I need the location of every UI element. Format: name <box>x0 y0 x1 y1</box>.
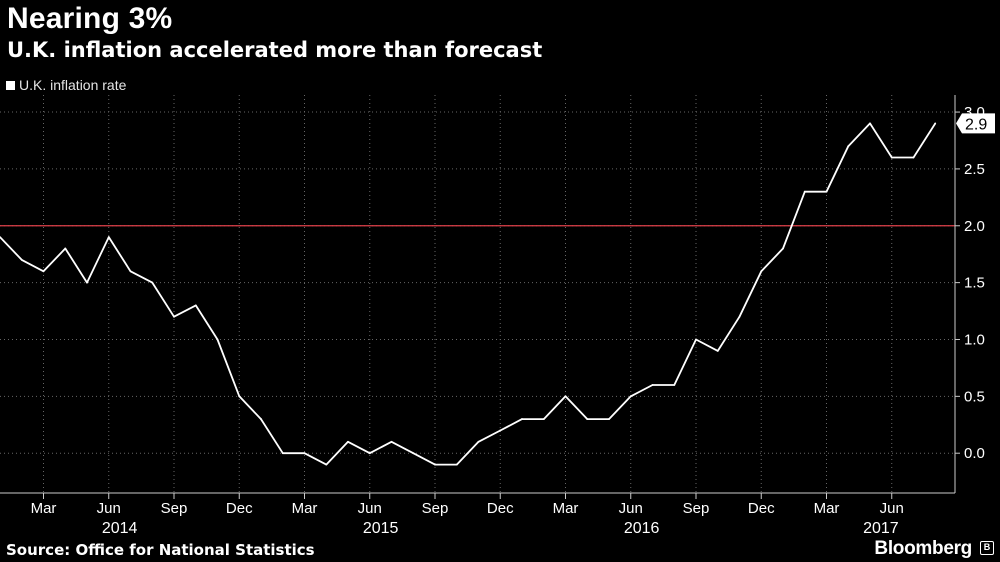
x-tick-label: Dec <box>226 500 253 517</box>
x-tick-label: Sep <box>683 500 710 517</box>
data-point <box>129 270 132 273</box>
data-point <box>760 270 763 273</box>
data-point <box>455 463 458 466</box>
data-point <box>151 281 154 284</box>
data-point <box>803 190 806 193</box>
data-point <box>434 463 436 466</box>
x-year-label: 2017 <box>863 520 899 537</box>
data-point <box>347 440 349 443</box>
y-tick-label: 2.0 <box>964 218 985 235</box>
x-tick-label: Jun <box>358 500 382 517</box>
last-value-label: 2.9 <box>965 116 987 133</box>
x-year-label: 2014 <box>102 520 138 537</box>
x-tick-label: Jun <box>619 500 643 517</box>
series-line-uk-inflation <box>0 122 937 466</box>
x-tick-label: Dec <box>748 500 775 517</box>
data-point <box>651 384 654 386</box>
data-point <box>173 315 175 318</box>
legend: U.K. inflation rate <box>6 77 126 93</box>
legend-label: U.K. inflation rate <box>19 77 127 93</box>
y-tick-label: 2.5 <box>964 161 985 178</box>
data-point <box>629 395 632 398</box>
data-point <box>412 452 415 455</box>
brand-name: Bloomberg <box>874 538 972 559</box>
y-tick-label: 0.0 <box>964 445 985 462</box>
data-point <box>869 122 871 125</box>
y-tick-label: 1.0 <box>964 331 985 348</box>
x-tick-label: Sep <box>422 500 449 517</box>
data-point <box>847 145 850 148</box>
data-point <box>825 190 828 193</box>
x-tick-label: Mar <box>553 500 579 517</box>
x-tick-label: Mar <box>292 500 318 517</box>
data-point <box>20 258 23 261</box>
y-tick-label: 1.5 <box>964 275 985 292</box>
data-point <box>738 315 741 318</box>
legend-swatch <box>6 80 15 90</box>
data-point <box>86 281 88 284</box>
y-tick-label: 0.5 <box>964 388 985 405</box>
x-tick-label: Mar <box>814 500 840 517</box>
data-point <box>542 418 545 420</box>
data-point <box>934 122 937 125</box>
x-tick-label: Jun <box>97 500 121 517</box>
chart-subtitle: U.K. inflation accelerated more than for… <box>7 38 543 62</box>
data-point <box>0 236 1 239</box>
data-point <box>912 156 915 159</box>
bloomberg-logo-icon: B <box>980 541 994 555</box>
data-point <box>390 440 393 443</box>
data-point <box>42 270 45 273</box>
x-year-label: 2016 <box>624 520 660 537</box>
x-year-label: 2015 <box>363 520 399 537</box>
data-point <box>194 304 197 307</box>
x-tick-label: Sep <box>161 500 188 517</box>
data-point <box>564 395 567 398</box>
source-note: Source: Office for National Statistics <box>6 541 315 559</box>
data-point <box>890 156 893 159</box>
data-point <box>368 452 371 455</box>
data-point <box>716 349 719 352</box>
data-point <box>238 395 241 398</box>
data-point <box>477 440 480 443</box>
data-point <box>695 338 697 341</box>
data-point <box>782 247 784 250</box>
data-point <box>608 418 610 420</box>
data-point <box>281 452 284 455</box>
last-value-callout <box>956 113 995 134</box>
data-point <box>216 338 219 341</box>
data-point <box>260 418 262 420</box>
data-point <box>325 463 328 466</box>
data-point <box>586 418 589 420</box>
data-point <box>107 236 110 239</box>
x-tick-label: Mar <box>31 500 57 517</box>
data-point <box>499 429 502 432</box>
x-tick-label: Dec <box>487 500 514 517</box>
data-point <box>303 452 306 455</box>
data-point <box>521 418 523 420</box>
x-tick-label: Jun <box>880 500 904 517</box>
data-point <box>673 384 676 386</box>
data-point <box>64 247 67 250</box>
chart-title: Nearing 3% <box>7 2 173 35</box>
